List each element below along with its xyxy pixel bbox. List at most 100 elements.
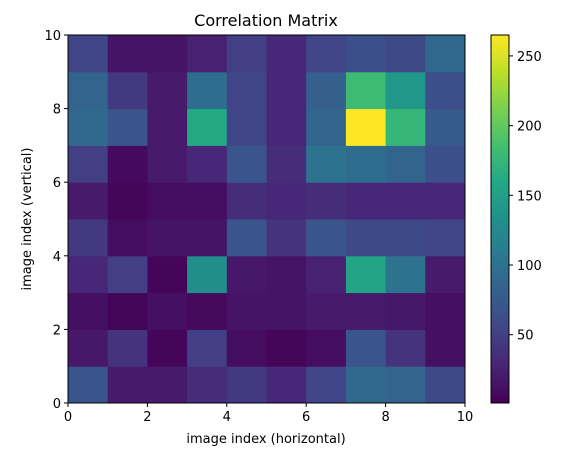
heatmap-cell-r3-c0 bbox=[68, 255, 109, 294]
heatmap-cell-r1-c7 bbox=[345, 329, 387, 367]
heatmap-cell-r2-c4 bbox=[226, 292, 267, 330]
heatmap-cell-r7-c7 bbox=[345, 108, 387, 146]
heatmap-cell-r9-c8 bbox=[385, 35, 426, 73]
x-tick-label: 4 bbox=[223, 410, 231, 425]
heatmap-cell-r0-c3 bbox=[187, 366, 228, 404]
heatmap-cell-r3-c6 bbox=[306, 255, 347, 294]
heatmap-cell-r5-c4 bbox=[226, 182, 267, 220]
heatmap-cell-r0-c4 bbox=[226, 366, 267, 404]
heatmap-cell-r6-c9 bbox=[425, 145, 466, 183]
heatmap-cell-r9-c5 bbox=[266, 35, 307, 73]
heatmap-cell-r0-c9 bbox=[425, 366, 466, 404]
heatmap-cell-r0-c6 bbox=[306, 366, 347, 404]
colorbar-tick-label: 150 bbox=[517, 189, 542, 204]
x-axis-label: image index (horizontal) bbox=[186, 432, 345, 447]
heatmap-cell-r9-c2 bbox=[147, 35, 188, 73]
heatmap-cell-r6-c0 bbox=[68, 145, 109, 183]
heatmap-cell-r1-c0 bbox=[68, 329, 109, 367]
heatmap-cell-r1-c4 bbox=[226, 329, 267, 367]
heatmap-cell-r2-c7 bbox=[345, 292, 387, 330]
colorbar: 50 100 150 200 250 bbox=[490, 34, 542, 404]
heatmap-cell-r5-c1 bbox=[107, 182, 148, 220]
heatmap-cell-r3-c4 bbox=[226, 255, 267, 294]
chart-title: Correlation Matrix bbox=[194, 11, 338, 30]
heatmap-cell-r1-c1 bbox=[107, 329, 148, 367]
heatmap-cell-r2-c3 bbox=[187, 292, 228, 330]
x-tick-label: 2 bbox=[143, 410, 151, 425]
heatmap-cell-r8-c4 bbox=[226, 71, 267, 110]
heatmap-cell-r8-c0 bbox=[68, 71, 109, 110]
heatmap-cell-r1-c3 bbox=[187, 329, 228, 367]
heatmap-cell-r0-c1 bbox=[107, 366, 148, 404]
y-tick-label: 6 bbox=[53, 176, 61, 191]
plot-frame bbox=[67, 34, 466, 404]
heatmap-cell-r6-c6 bbox=[306, 145, 347, 183]
heatmap-cell-r7-c5 bbox=[266, 108, 307, 146]
heatmap-cell-r6-c4 bbox=[226, 145, 267, 183]
heatmap-cell-r7-c3 bbox=[187, 108, 228, 146]
y-tick-label: 0 bbox=[53, 397, 61, 412]
y-tick-label: 10 bbox=[44, 29, 61, 44]
axes: 0 2 4 6 8 10 0 2 4 6 8 10 bbox=[44, 29, 473, 425]
colorbar-tick-label: 100 bbox=[517, 259, 542, 274]
heatmap-cell-r3-c2 bbox=[147, 255, 188, 294]
heatmap-cell-r0-c2 bbox=[147, 366, 188, 404]
heatmap-cell-r9-c4 bbox=[226, 35, 267, 73]
heatmap-cell-r8-c8 bbox=[385, 71, 426, 110]
heatmap-cell-r2-c0 bbox=[68, 292, 109, 330]
heatmap-cell-r0-c7 bbox=[345, 366, 387, 404]
colorbar-gradient bbox=[490, 34, 510, 404]
colorbar-tick-label: 200 bbox=[517, 120, 542, 135]
heatmap-cell-r8-c5 bbox=[266, 71, 307, 110]
heatmap-cell-r4-c6 bbox=[306, 219, 347, 257]
heatmap-cell-r2-c8 bbox=[385, 292, 426, 330]
heatmap-cell-r1-c8 bbox=[385, 329, 426, 367]
heatmap-cell-r3-c7 bbox=[345, 255, 387, 294]
heatmap-cell-r3-c1 bbox=[107, 255, 148, 294]
heatmap-cells bbox=[68, 35, 466, 404]
heatmap-cell-r0-c5 bbox=[266, 366, 307, 404]
heatmap-cell-r3-c3 bbox=[187, 255, 228, 294]
heatmap-cell-r9-c6 bbox=[306, 35, 347, 73]
heatmap-cell-r8-c7 bbox=[345, 71, 387, 110]
heatmap-cell-r7-c8 bbox=[385, 108, 426, 146]
heatmap-cell-r2-c6 bbox=[306, 292, 347, 330]
heatmap-cell-r1-c9 bbox=[425, 329, 466, 367]
heatmap-cell-r6-c8 bbox=[385, 145, 426, 183]
heatmap-cell-r2-c1 bbox=[107, 292, 148, 330]
heatmap-cell-r6-c3 bbox=[187, 145, 228, 183]
x-tick-label: 10 bbox=[457, 410, 474, 425]
heatmap-cell-r6-c7 bbox=[345, 145, 387, 183]
heatmap-cell-r1-c2 bbox=[147, 329, 188, 367]
heatmap-cell-r4-c9 bbox=[425, 219, 466, 257]
heatmap-cell-r9-c3 bbox=[187, 35, 228, 73]
heatmap-cell-r6-c5 bbox=[266, 145, 307, 183]
heatmap-cell-r4-c8 bbox=[385, 219, 426, 257]
heatmap-cell-r7-c4 bbox=[226, 108, 267, 146]
heatmap-cell-r2-c2 bbox=[147, 292, 188, 330]
heatmap-cell-r4-c5 bbox=[266, 219, 307, 257]
heatmap-cell-r3-c5 bbox=[266, 255, 307, 294]
heatmap-cell-r3-c9 bbox=[425, 255, 466, 294]
colorbar-tick-label: 250 bbox=[517, 50, 542, 65]
heatmap-cell-r8-c2 bbox=[147, 71, 188, 110]
heatmap-cell-r9-c7 bbox=[345, 35, 387, 73]
heatmap-cell-r8-c1 bbox=[107, 71, 148, 110]
heatmap-cell-r8-c6 bbox=[306, 71, 347, 110]
y-tick-label: 2 bbox=[53, 323, 61, 338]
heatmap-cell-r7-c2 bbox=[147, 108, 188, 146]
x-tick-label: 0 bbox=[64, 410, 72, 425]
y-axis-label: image index (vertical) bbox=[20, 148, 35, 291]
heatmap-cell-r0-c0 bbox=[68, 366, 109, 404]
heatmap-cell-r9-c0 bbox=[68, 35, 109, 73]
heatmap-cell-r5-c7 bbox=[345, 182, 387, 220]
heatmap-cell-r4-c0 bbox=[68, 219, 109, 257]
heatmap-cell-r4-c7 bbox=[345, 219, 387, 257]
heatmap-cell-r5-c6 bbox=[306, 182, 347, 220]
heatmap-cell-r5-c3 bbox=[187, 182, 228, 220]
heatmap-cell-r5-c9 bbox=[425, 182, 466, 220]
colorbar-tick-label: 50 bbox=[517, 329, 534, 344]
y-tick-label: 8 bbox=[53, 103, 61, 118]
